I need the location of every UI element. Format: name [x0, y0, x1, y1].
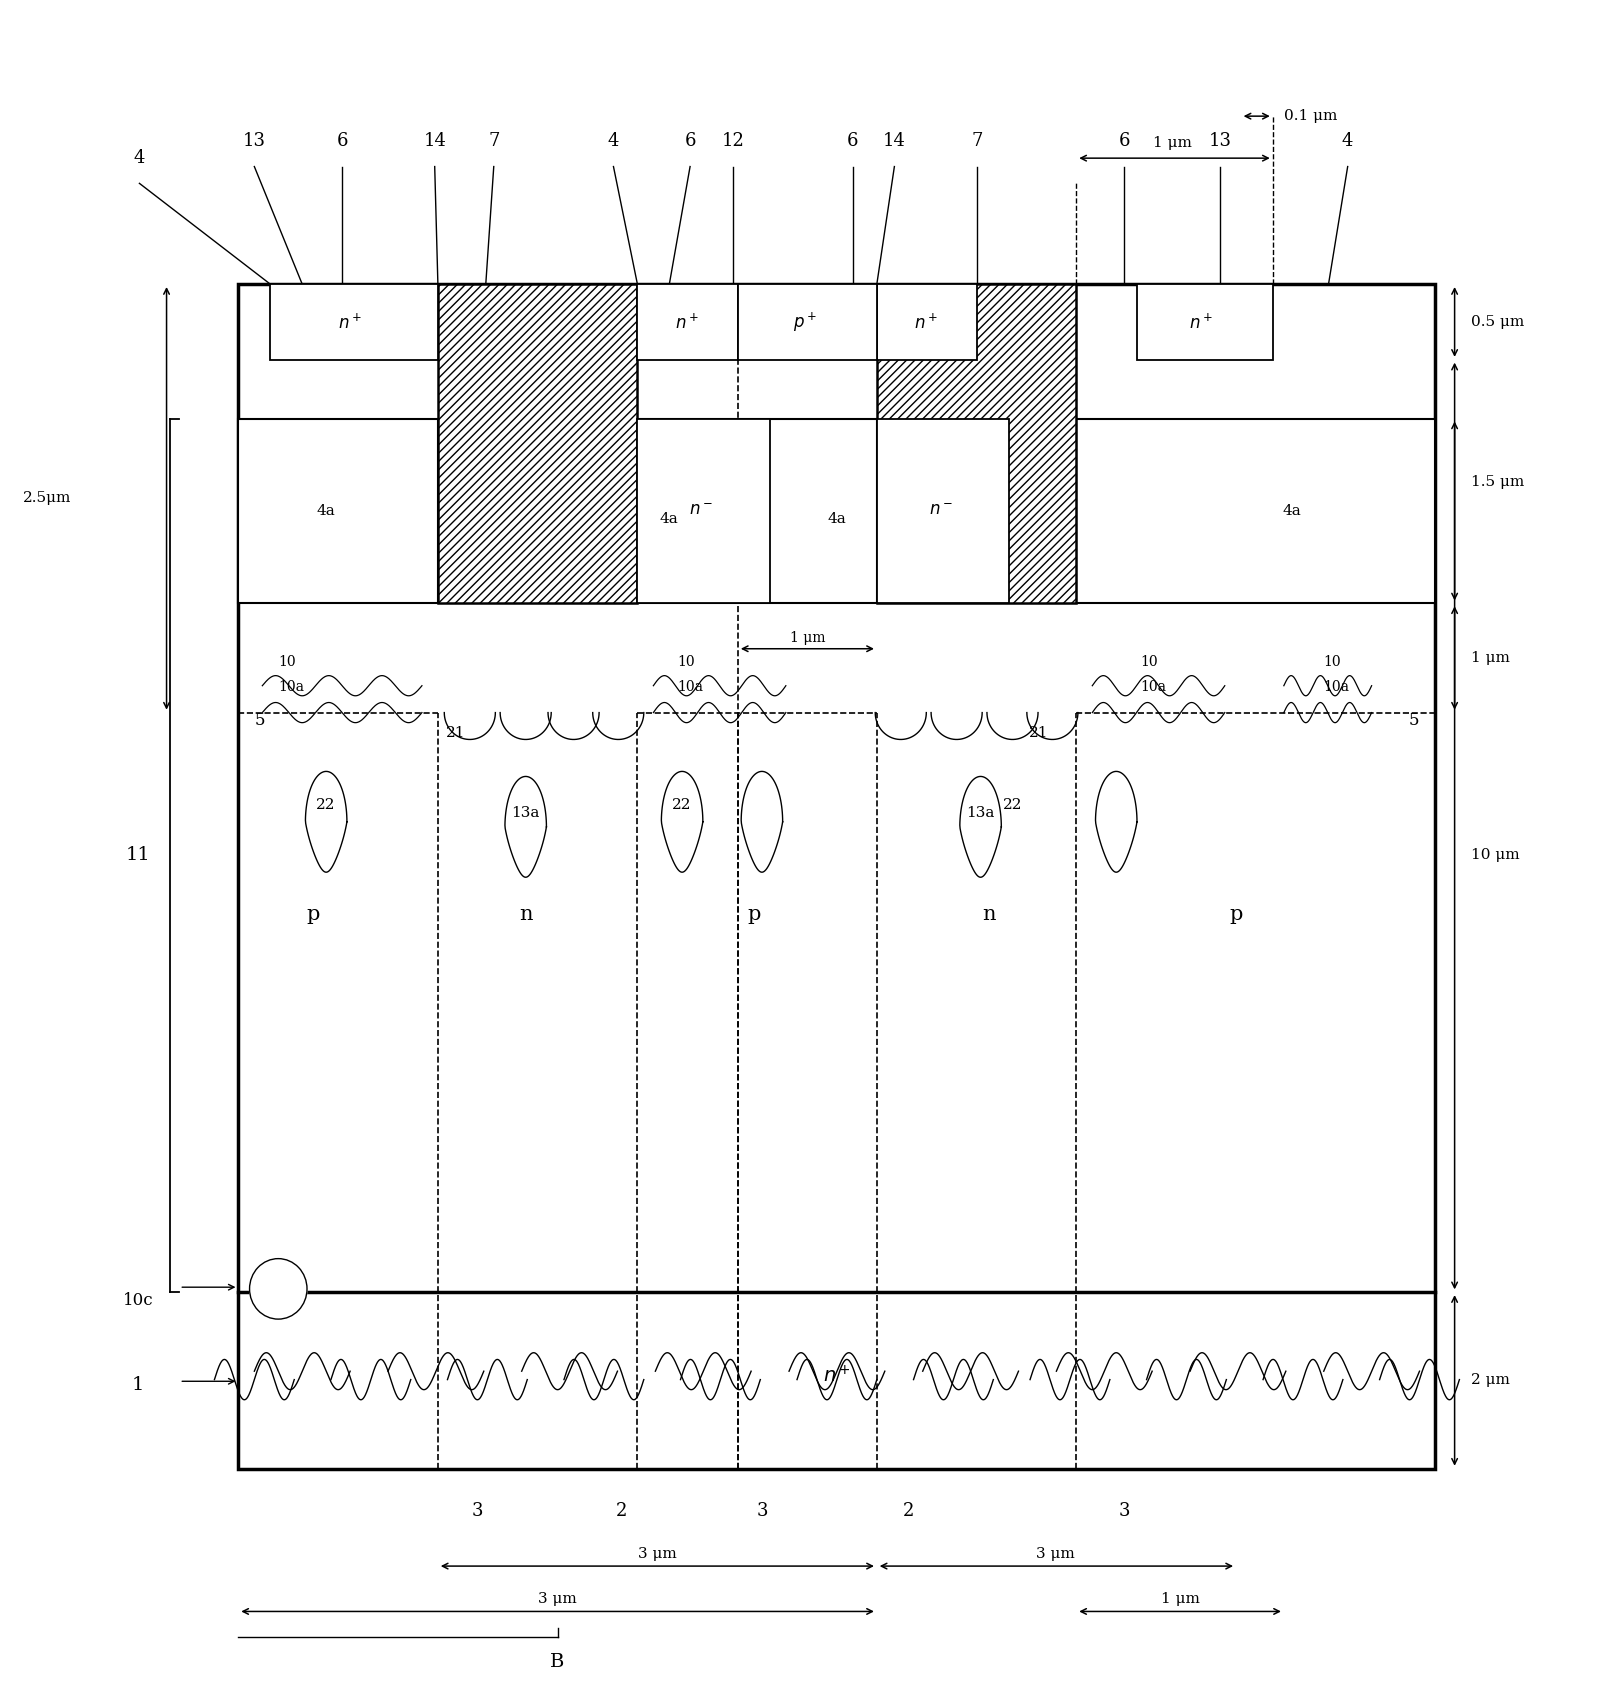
Text: 21: 21 [446, 725, 465, 740]
Text: 6: 6 [684, 132, 696, 149]
Text: 4: 4 [609, 132, 620, 149]
Text: 14: 14 [882, 132, 906, 149]
Bar [638, 285, 737, 359]
Text: 22: 22 [317, 798, 336, 811]
Text: 13: 13 [1209, 132, 1232, 149]
Text: 5: 5 [254, 713, 264, 730]
Text: $n^+$: $n^+$ [1188, 313, 1212, 332]
Text: $n^+$: $n^+$ [914, 313, 939, 332]
Text: 1.5 μm: 1.5 μm [1470, 474, 1523, 488]
Text: p: p [1230, 905, 1243, 923]
Text: 1 μm: 1 μm [1470, 650, 1510, 666]
Text: 13a: 13a [966, 806, 995, 820]
Text: 2 μm: 2 μm [1470, 1374, 1510, 1387]
Text: 10: 10 [1140, 656, 1158, 669]
Text: 3: 3 [1119, 1501, 1130, 1520]
Text: 11: 11 [126, 847, 150, 864]
Text: 10c: 10c [122, 1293, 153, 1309]
Text: 3 μm: 3 μm [1037, 1547, 1075, 1562]
Text: 4: 4 [1343, 132, 1354, 149]
Bar [438, 285, 638, 603]
Bar [877, 418, 1009, 603]
Text: n: n [518, 905, 533, 923]
Text: 10a: 10a [1140, 681, 1166, 695]
Text: 0.1 μm: 0.1 μm [1283, 108, 1338, 124]
Text: 13a: 13a [512, 806, 539, 820]
Circle shape [250, 1259, 308, 1320]
Bar [638, 418, 770, 603]
Text: 22: 22 [1003, 798, 1022, 811]
Text: $p^+$: $p^+$ [792, 312, 818, 334]
Text: 10: 10 [678, 656, 696, 669]
Text: 21: 21 [1029, 725, 1048, 740]
Text: 2: 2 [903, 1501, 914, 1520]
Text: 22: 22 [673, 798, 692, 811]
Bar [238, 418, 438, 603]
Text: 6: 6 [847, 132, 858, 149]
Bar [877, 285, 977, 359]
Text: 4a: 4a [660, 512, 679, 527]
Bar [1137, 285, 1272, 359]
Text: p: p [308, 905, 320, 923]
Text: 1 μm: 1 μm [1161, 1592, 1199, 1606]
Text: 10: 10 [279, 656, 296, 669]
Text: 10a: 10a [678, 681, 704, 695]
Text: p: p [747, 905, 760, 923]
Text: 6: 6 [336, 132, 348, 149]
Text: $n^+$: $n^+$ [823, 1365, 850, 1387]
Text: 10a: 10a [1323, 681, 1349, 695]
Text: 10: 10 [1323, 656, 1341, 669]
Text: 2: 2 [615, 1501, 628, 1520]
Text: 13: 13 [243, 132, 266, 149]
Text: 1 μm: 1 μm [1153, 136, 1191, 149]
Text: $n^+$: $n^+$ [675, 313, 699, 332]
Text: 4a: 4a [317, 505, 335, 518]
Bar [238, 285, 1436, 1469]
Bar [1077, 418, 1436, 603]
Text: 3 μm: 3 μm [638, 1547, 676, 1562]
Text: 3: 3 [757, 1501, 768, 1520]
Text: 3 μm: 3 μm [538, 1592, 576, 1606]
Text: 10 μm: 10 μm [1470, 849, 1520, 862]
Text: 14: 14 [423, 132, 446, 149]
Text: B: B [551, 1653, 565, 1670]
Text: $n^-$: $n^-$ [689, 503, 713, 520]
Text: 3: 3 [472, 1501, 483, 1520]
Text: 1: 1 [132, 1376, 143, 1394]
Text: 4a: 4a [828, 512, 847, 527]
Bar [270, 285, 438, 359]
Bar [877, 285, 1077, 603]
Bar [737, 285, 877, 359]
Text: $n^+$: $n^+$ [338, 313, 362, 332]
Text: 7: 7 [972, 132, 984, 149]
Text: 1 μm: 1 μm [789, 632, 826, 645]
Text: 12: 12 [721, 132, 744, 149]
Text: 5: 5 [1409, 713, 1420, 730]
Text: 6: 6 [1119, 132, 1130, 149]
Text: n: n [982, 905, 995, 923]
Text: 4: 4 [134, 149, 145, 166]
Text: $n^-$: $n^-$ [929, 503, 953, 520]
Text: 7: 7 [488, 132, 499, 149]
Text: 2.5μm: 2.5μm [23, 491, 71, 505]
Bar [638, 418, 877, 603]
Text: 0.5 μm: 0.5 μm [1470, 315, 1523, 329]
Text: 10a: 10a [279, 681, 304, 695]
Text: 4a: 4a [1283, 505, 1301, 518]
